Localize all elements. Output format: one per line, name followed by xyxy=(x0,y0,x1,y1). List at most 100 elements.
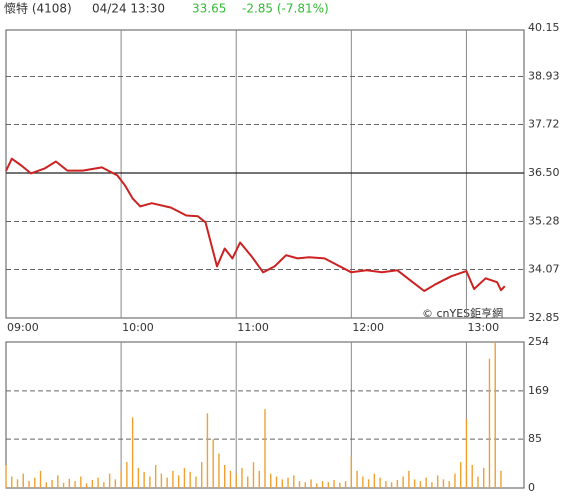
x-tick-label: 10:00 xyxy=(122,321,154,334)
volume-bar xyxy=(310,479,312,488)
volume-bar xyxy=(68,478,71,488)
volume-bar xyxy=(459,462,462,488)
volume-bar xyxy=(91,479,94,488)
volume-bar xyxy=(172,470,174,488)
volume-bar xyxy=(287,477,289,488)
volume-bar xyxy=(293,475,295,488)
y-tick-label: 34.07 xyxy=(528,263,560,276)
volume-bar xyxy=(97,477,99,488)
volume-bar xyxy=(356,470,358,488)
volume-bar xyxy=(218,453,220,488)
price-change: -2.85 (-7.81%) xyxy=(242,2,329,16)
volume-bar xyxy=(114,479,117,488)
volume-bar xyxy=(258,470,260,488)
volume-bar xyxy=(436,475,439,488)
volume-bar xyxy=(45,482,47,488)
volume-bar xyxy=(442,479,445,488)
volume-bar xyxy=(454,473,456,488)
price-line xyxy=(5,157,506,292)
volume-bar xyxy=(413,479,416,488)
volume-bar xyxy=(488,358,491,488)
y-tick-label: 32.85 xyxy=(528,311,560,324)
volume-bar xyxy=(247,476,249,488)
volume-bar xyxy=(229,470,232,488)
volume-bar xyxy=(177,475,180,488)
volume-bar xyxy=(120,470,122,488)
volume-bar xyxy=(304,482,306,488)
x-tick-label: 11:00 xyxy=(237,321,269,334)
volume-bar xyxy=(494,342,496,488)
volume-bar xyxy=(367,479,370,488)
volume-bar xyxy=(39,470,42,488)
volume-bar xyxy=(85,483,88,488)
volume-bar xyxy=(16,479,19,488)
volume-bar xyxy=(477,476,479,488)
x-tick-label: 13:00 xyxy=(467,321,499,334)
volume-bar xyxy=(252,462,255,488)
volume-bar xyxy=(396,479,399,488)
y-tick-label: 0 xyxy=(528,481,535,494)
volume-bar xyxy=(298,481,301,488)
volume-bar xyxy=(108,473,111,488)
volume-bar xyxy=(206,413,209,488)
volume-bar xyxy=(183,467,186,488)
watermark: © cnYES鉅亨網 xyxy=(422,306,503,320)
volume-bar xyxy=(224,465,226,488)
volume-bar xyxy=(471,465,473,488)
volume-bar xyxy=(74,481,76,488)
timestamp: 04/24 13:30 xyxy=(92,2,165,16)
volume-bar xyxy=(379,477,381,488)
y-tick-label: 85 xyxy=(528,432,542,445)
volume-bar xyxy=(373,473,376,488)
plot-frame xyxy=(5,29,525,319)
volume-bar xyxy=(281,479,283,488)
volume-bar xyxy=(264,409,266,488)
volume-bar xyxy=(333,479,335,488)
volume-bar xyxy=(51,479,53,488)
volume-bar xyxy=(57,475,59,488)
y-tick-label: 35.28 xyxy=(528,214,560,227)
volume-bar xyxy=(11,476,13,488)
y-tick-label: 254 xyxy=(528,335,549,348)
volume-bar xyxy=(408,470,410,488)
volume-bar xyxy=(5,465,7,488)
volume-bar xyxy=(270,473,272,488)
volume-bar xyxy=(126,462,128,488)
volume-bar xyxy=(425,477,427,488)
volume-bar xyxy=(483,467,485,488)
volume-bar xyxy=(189,471,191,488)
y-tick-label: 37.72 xyxy=(528,118,560,131)
volume-bar xyxy=(362,476,364,488)
volume-bar xyxy=(385,481,387,488)
volume-bar xyxy=(241,467,243,488)
volume-bar xyxy=(137,467,140,488)
volume-bar xyxy=(200,462,203,488)
volume-bar xyxy=(80,476,82,488)
volume-bar xyxy=(103,482,105,488)
volume-bar xyxy=(149,476,151,488)
x-tick-label: 12:00 xyxy=(352,321,384,334)
volume-bar xyxy=(321,481,324,488)
volume-bar xyxy=(448,481,450,488)
volume-bar xyxy=(235,473,237,488)
volume-bar xyxy=(350,456,353,488)
y-tick-label: 36.50 xyxy=(528,166,560,179)
volume-bar xyxy=(431,482,433,488)
volume-bar xyxy=(316,483,318,488)
volume-bar xyxy=(390,482,393,488)
volume-bar xyxy=(195,476,197,488)
volume-bar xyxy=(131,417,134,488)
y-tick-label: 40.15 xyxy=(528,21,560,34)
volume-bar xyxy=(166,477,168,488)
x-tick-label: 09:00 xyxy=(7,321,39,334)
volume-bar xyxy=(402,476,404,488)
volume-bar xyxy=(22,473,24,488)
volume-bar xyxy=(34,477,36,488)
volume-bar xyxy=(327,482,330,488)
volume-bar xyxy=(28,481,30,488)
volume-bar xyxy=(275,476,278,488)
volume-bar xyxy=(62,482,65,488)
volume-bar xyxy=(419,481,422,488)
volume-bar xyxy=(143,471,145,488)
volume-bar xyxy=(160,473,163,488)
